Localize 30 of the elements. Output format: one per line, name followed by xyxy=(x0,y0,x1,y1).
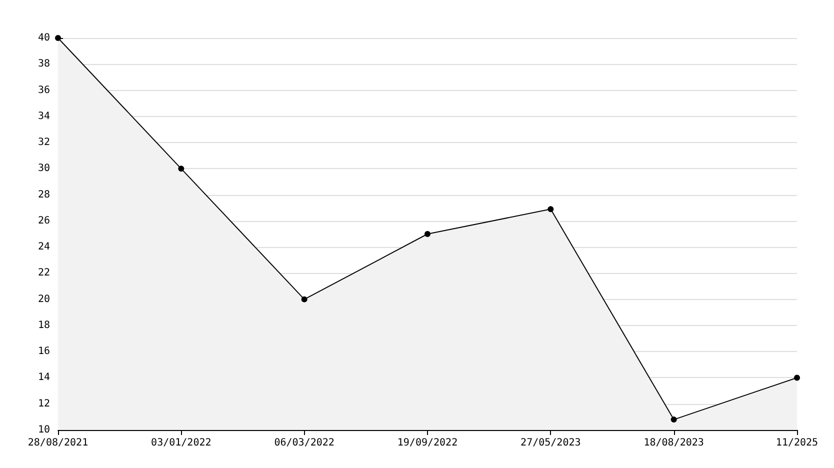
x-tick-label: 19/09/2022 xyxy=(397,438,458,448)
x-tick-label: 03/01/2022 xyxy=(151,438,212,448)
y-tick-label: 14 xyxy=(38,372,50,384)
y-tick-label: 30 xyxy=(38,163,50,174)
point xyxy=(548,206,554,212)
y-tick-label: 38 xyxy=(38,58,50,70)
y-tick-label: 26 xyxy=(38,215,50,226)
x-tick-label: 11/2025 xyxy=(776,438,818,448)
y-tick-label: 12 xyxy=(38,398,50,410)
y-tick-label: 24 xyxy=(38,242,50,253)
point xyxy=(424,231,430,237)
y-tick-label: 40 xyxy=(38,32,50,44)
point xyxy=(301,296,308,302)
point xyxy=(670,416,677,423)
x-tick-label: 06/03/2022 xyxy=(274,438,334,448)
y-tick-label: 32 xyxy=(38,137,50,148)
point xyxy=(794,374,800,381)
y-tick-label: 28 xyxy=(38,189,50,200)
y-tick-label: 34 xyxy=(38,110,50,122)
x-tick-label: 27/05/2023 xyxy=(520,438,581,448)
point xyxy=(178,166,184,172)
y-tick-label: 22 xyxy=(38,268,50,279)
y-tick-label: 16 xyxy=(38,346,50,358)
x-tick-label: 18/08/2023 xyxy=(644,438,704,448)
y-tick-label: 20 xyxy=(38,294,50,305)
y-tick-label: 10 xyxy=(38,424,50,436)
point xyxy=(55,35,61,41)
y-tick-label: 36 xyxy=(38,84,50,96)
y-tick-label: 18 xyxy=(38,320,50,331)
x-tick-label: 28/08/2021 xyxy=(28,438,88,448)
